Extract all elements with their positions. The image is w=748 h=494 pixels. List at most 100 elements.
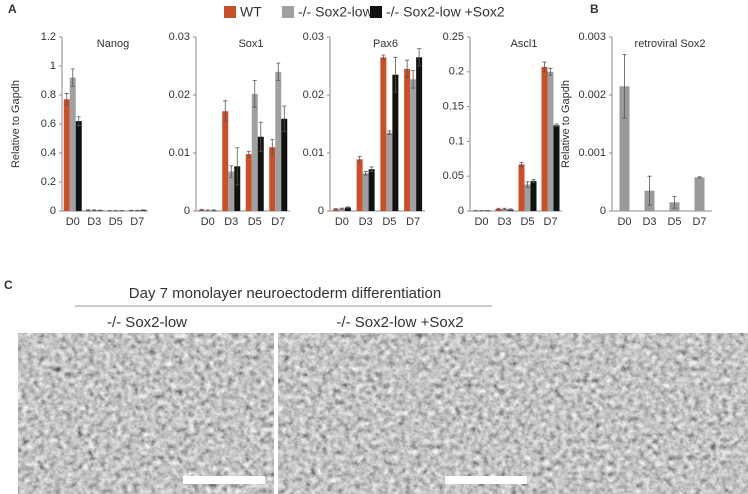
error-bar xyxy=(411,70,416,89)
y-tick-label: 0.003 xyxy=(578,31,606,43)
error-bar xyxy=(92,209,97,212)
bar xyxy=(524,184,531,211)
x-tick-label: D7 xyxy=(543,216,557,228)
bar xyxy=(281,118,288,211)
bar xyxy=(275,71,282,211)
error-bar xyxy=(64,93,69,106)
bar xyxy=(251,93,258,211)
panel-c-title: Day 7 monolayer neuroectoderm differenti… xyxy=(129,285,441,302)
error-bar xyxy=(531,179,536,183)
scale-bar xyxy=(445,476,527,484)
y-tick-label: 0.05 xyxy=(443,170,464,182)
y-tick-label: 0.15 xyxy=(443,101,464,113)
x-tick-label: D7 xyxy=(130,216,144,228)
bar xyxy=(416,57,423,211)
legend-label: -/- Sox2-low +Sox2 xyxy=(386,4,505,20)
error-bar xyxy=(129,209,134,212)
legend-swatch xyxy=(224,6,236,18)
error-bar xyxy=(70,68,75,87)
micrograph xyxy=(18,333,274,494)
micrograph xyxy=(278,333,748,494)
chart-title: retroviral Sox2 xyxy=(635,38,706,50)
bar xyxy=(362,173,369,211)
bar xyxy=(541,66,548,211)
panel-label: A xyxy=(8,2,17,16)
bar xyxy=(386,132,393,211)
x-tick-label: D3 xyxy=(224,216,238,228)
bar xyxy=(75,121,82,211)
error-bar xyxy=(135,209,140,212)
error-bar xyxy=(405,59,410,78)
error-bar xyxy=(697,176,702,179)
error-bar xyxy=(357,156,362,163)
bar xyxy=(530,181,537,211)
error-bar xyxy=(393,56,398,93)
bar xyxy=(228,171,235,211)
y-tick-label: 0.6 xyxy=(41,118,56,130)
image-label: -/- Sox2-low +Sox2 xyxy=(336,314,463,331)
x-tick-label: D5 xyxy=(667,216,681,228)
bar xyxy=(553,125,560,211)
y-tick-label: 0.002 xyxy=(578,89,606,101)
error-bar xyxy=(339,207,344,210)
error-bar xyxy=(622,54,627,119)
error-bar xyxy=(276,62,281,81)
bar xyxy=(257,136,264,211)
chart-title: Sox1 xyxy=(238,38,263,50)
x-tick-label: D5 xyxy=(382,216,396,228)
y-tick-label: 0 xyxy=(458,205,464,217)
bar xyxy=(344,207,351,211)
y-axis-label: Relative to Gapdh xyxy=(10,80,22,168)
scale-bar xyxy=(183,476,265,484)
error-bar xyxy=(229,165,234,178)
bar xyxy=(63,99,70,211)
x-tick-label: D3 xyxy=(497,216,511,228)
legend-label: WT xyxy=(240,4,262,20)
error-bar xyxy=(519,161,524,167)
error-bar xyxy=(98,209,103,212)
error-bar xyxy=(502,207,507,211)
bar xyxy=(368,169,375,211)
error-bar xyxy=(205,209,210,212)
bar xyxy=(222,111,229,211)
y-tick-label: 0.001 xyxy=(578,147,606,159)
error-bar xyxy=(496,207,501,211)
bar xyxy=(694,177,705,211)
y-tick-label: 1 xyxy=(50,60,56,72)
bar xyxy=(410,79,417,211)
y-tick-label: 0.02 xyxy=(169,89,190,101)
bar xyxy=(392,74,399,211)
bar xyxy=(338,208,345,211)
panel-label: B xyxy=(590,2,599,16)
x-tick-label: D0 xyxy=(201,216,215,228)
y-tick-label: 0.1 xyxy=(449,135,464,147)
x-tick-label: D0 xyxy=(617,216,631,228)
error-bar xyxy=(252,80,257,108)
bar xyxy=(234,166,241,211)
error-bar xyxy=(345,206,350,209)
chart-title: Nanog xyxy=(97,38,129,50)
bar xyxy=(404,68,411,212)
bar xyxy=(269,147,276,211)
y-tick-label: 0 xyxy=(318,205,324,217)
bar xyxy=(245,154,252,211)
error-bar xyxy=(548,67,553,76)
legend-label: -/- Sox2-low xyxy=(298,4,374,20)
error-bar xyxy=(76,116,81,126)
y-tick-label: 0 xyxy=(50,205,56,217)
error-bar xyxy=(235,147,240,186)
y-tick-label: 0.01 xyxy=(303,147,324,159)
error-bar xyxy=(542,61,547,73)
legend-swatch xyxy=(370,6,382,18)
bar xyxy=(619,86,630,211)
error-bar xyxy=(387,130,392,135)
y-tick-label: 0.25 xyxy=(443,31,464,43)
error-bar xyxy=(369,166,374,172)
bar xyxy=(380,57,387,211)
x-tick-label: D5 xyxy=(248,216,262,228)
x-tick-label: D3 xyxy=(87,216,101,228)
x-tick-label: D7 xyxy=(692,216,706,228)
y-tick-label: 0.2 xyxy=(449,66,464,78)
error-bar xyxy=(282,105,287,132)
